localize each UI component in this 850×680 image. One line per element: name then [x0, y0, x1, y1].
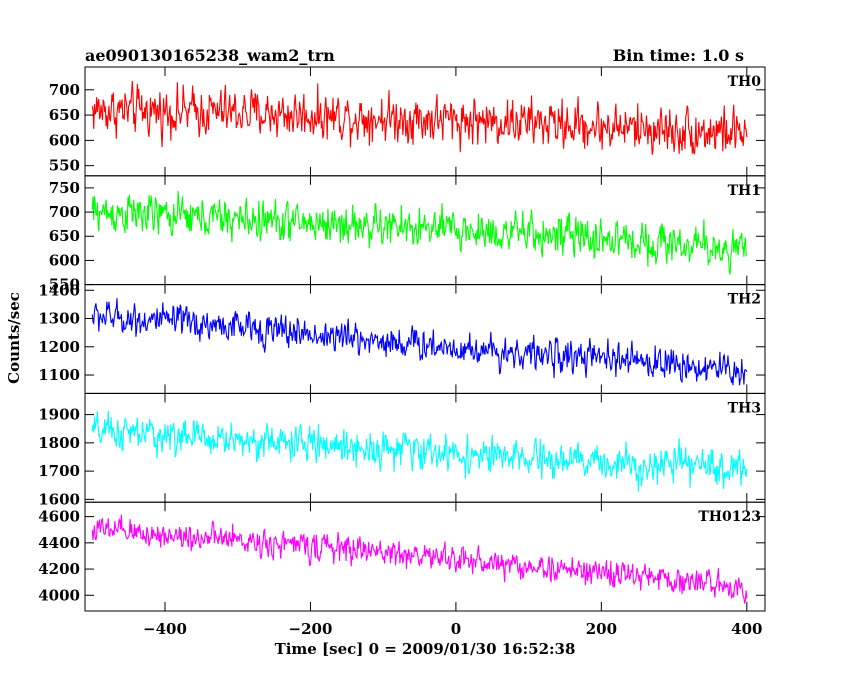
x-tick-label: 400	[731, 620, 762, 638]
panel-frame	[84, 284, 766, 394]
series-line-th2	[91, 298, 748, 386]
y-tick-label: 1800	[38, 434, 80, 452]
panel-th0123: 4000 4200 4400 4600 TH0123	[38, 501, 766, 612]
panels-group: 550 600 650 700 TH0 550 600 650 700 750 TH1 1100 120…	[38, 66, 766, 612]
panel-th1: 550 600 650 700 750 TH1	[49, 175, 766, 294]
x-tick-label: 200	[586, 620, 617, 638]
series-line-th0	[91, 80, 748, 155]
x-tick-label: −200	[289, 620, 333, 638]
y-tick-label: 1600	[38, 490, 80, 508]
x-tick-label: −400	[143, 620, 187, 638]
y-tick-label: 600	[49, 251, 80, 269]
panel-label-th0123: TH0123	[698, 509, 761, 525]
y-tick-label: 1300	[38, 310, 80, 328]
chart-title-left: ae090130165238_wam2_trn	[85, 46, 335, 65]
y-tick-label: 650	[49, 106, 80, 124]
y-tick-label: 1700	[38, 462, 80, 480]
y-tick-label: 4400	[38, 534, 80, 552]
y-tick-label: 1100	[38, 366, 80, 384]
y-tick-label: 1400	[38, 281, 80, 299]
chart-title-right: Bin time: 1.0 s	[613, 46, 744, 65]
panel-frame	[84, 501, 766, 612]
y-tick-label: 4000	[38, 586, 80, 604]
panel-th3: 1600 1700 1800 1900 TH3	[38, 392, 766, 508]
y-tick-label: 700	[49, 81, 80, 99]
panel-label-th2: TH2	[728, 292, 761, 308]
y-axis-label: Counts/sec	[5, 292, 23, 384]
y-tick-label: 600	[49, 131, 80, 149]
panel-th0: 550 600 650 700 TH0	[49, 66, 766, 177]
panel-frame	[84, 392, 766, 503]
series-line-th0123	[91, 514, 748, 605]
y-tick-label: 550	[49, 276, 80, 294]
y-tick-label: 1900	[38, 406, 80, 424]
y-tick-label: 550	[49, 157, 80, 175]
y-tick-label: 4600	[38, 508, 80, 526]
panel-label-th0: TH0	[728, 74, 762, 90]
panel-th2: 1100 1200 1300 1400 TH2	[38, 281, 766, 394]
series-line-th1	[91, 190, 748, 275]
x-axis-label: Time [sec] 0 = 2009/01/30 16:52:38	[275, 640, 576, 658]
y-tick-label: 750	[49, 179, 80, 197]
y-tick-label: 700	[49, 203, 80, 221]
x-axis-ticks: −400 −200 0 200 400	[143, 620, 762, 638]
x-tick-label: 0	[451, 620, 461, 638]
panel-label-th3: TH3	[728, 400, 761, 416]
y-tick-label: 1200	[38, 338, 80, 356]
panel-label-th1: TH1	[728, 183, 761, 199]
y-tick-label: 650	[49, 227, 80, 245]
series-line-th3	[91, 410, 748, 492]
y-tick-label: 4200	[38, 560, 80, 578]
